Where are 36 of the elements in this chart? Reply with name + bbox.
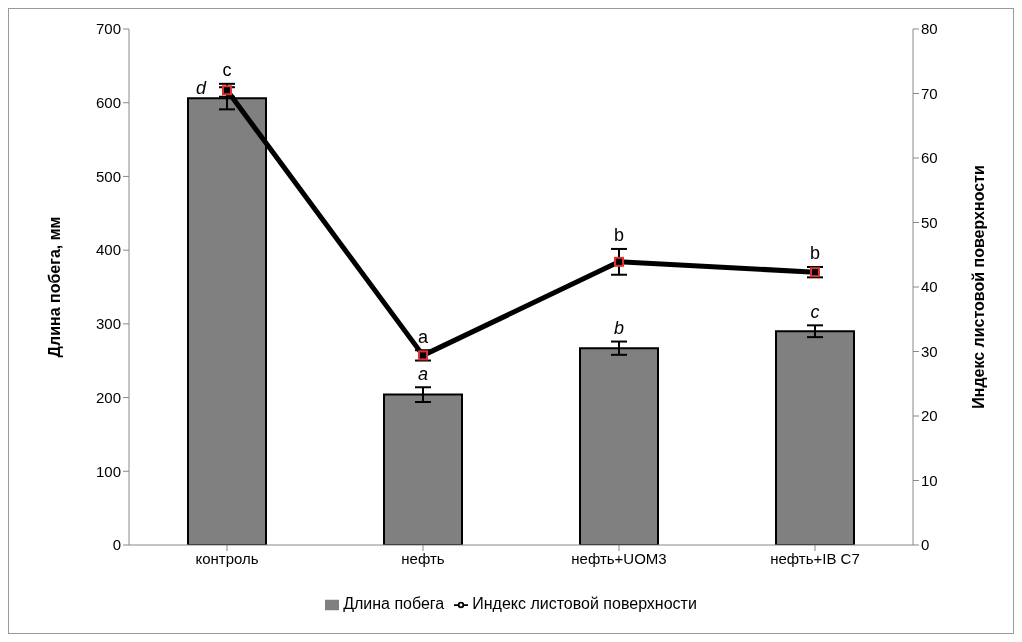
annotation: a <box>417 326 429 347</box>
legend-label: Длина побега <box>343 595 445 612</box>
y-tick-label: 100 <box>95 462 121 480</box>
legend-label: Индекс листовой поверхности <box>472 595 697 612</box>
point <box>614 256 624 267</box>
y2-tick-label: 70 <box>921 84 938 102</box>
point <box>418 350 428 361</box>
y-axis-title: Длина побега, мм <box>45 216 63 358</box>
y2-tick-label: 10 <box>921 471 938 489</box>
y-tick-label: 300 <box>95 315 121 333</box>
y2-tick-label: 0 <box>921 536 930 554</box>
y2-tick-label: 80 <box>921 20 938 38</box>
y-tick-label: 600 <box>95 94 121 112</box>
y2-axis-title: Индекс листовой поверхности <box>969 165 987 409</box>
y2-tick-label: 50 <box>921 213 938 231</box>
annotation: b <box>809 243 821 264</box>
y-tick-label: 400 <box>95 241 121 259</box>
annotation: b <box>613 225 625 246</box>
y-tick-label: 0 <box>112 536 121 554</box>
y2-tick-label: 60 <box>921 149 938 167</box>
point <box>810 267 820 278</box>
y-tick-label: 700 <box>95 20 121 38</box>
x-tick-label: нефть+UOM3 <box>571 549 667 567</box>
x-tick-label: контроль <box>195 549 259 567</box>
annotation: c <box>222 60 232 81</box>
y-tick-label: 500 <box>95 167 121 185</box>
y2-tick-label: 30 <box>921 342 938 360</box>
y2-tick-label: 20 <box>921 407 938 425</box>
annotation: c <box>810 301 820 322</box>
annotation: d <box>195 77 207 98</box>
annotation: b <box>613 317 625 338</box>
y2-tick-label: 40 <box>921 278 938 296</box>
x-tick-label: нефть <box>401 549 445 567</box>
annotation: a <box>417 363 429 384</box>
y-tick-label: 200 <box>95 388 121 406</box>
x-tick-label: нефть+IB C7 <box>770 549 860 567</box>
